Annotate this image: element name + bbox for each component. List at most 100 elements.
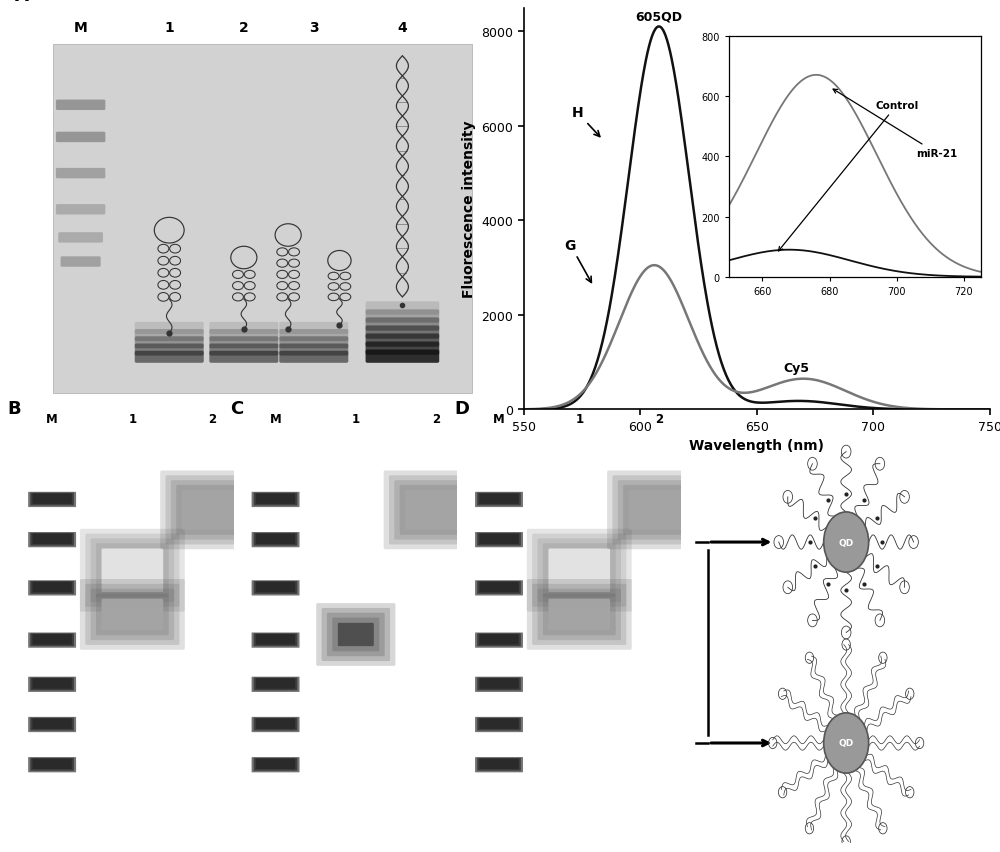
FancyBboxPatch shape xyxy=(256,494,295,504)
FancyBboxPatch shape xyxy=(252,532,300,548)
FancyBboxPatch shape xyxy=(96,544,169,597)
FancyBboxPatch shape xyxy=(135,351,204,363)
FancyBboxPatch shape xyxy=(475,717,523,732)
FancyBboxPatch shape xyxy=(80,579,185,650)
Text: 1: 1 xyxy=(575,413,583,426)
FancyBboxPatch shape xyxy=(254,634,297,647)
FancyBboxPatch shape xyxy=(56,133,105,143)
FancyBboxPatch shape xyxy=(366,334,439,348)
Text: QD: QD xyxy=(839,538,854,547)
FancyBboxPatch shape xyxy=(405,491,467,530)
FancyBboxPatch shape xyxy=(327,613,385,656)
FancyBboxPatch shape xyxy=(30,677,74,690)
FancyBboxPatch shape xyxy=(612,475,707,544)
FancyBboxPatch shape xyxy=(548,599,610,630)
FancyBboxPatch shape xyxy=(477,758,521,771)
Text: Cy5: Cy5 xyxy=(783,361,809,374)
FancyBboxPatch shape xyxy=(532,534,626,607)
FancyBboxPatch shape xyxy=(53,44,472,394)
FancyBboxPatch shape xyxy=(182,491,243,530)
FancyBboxPatch shape xyxy=(28,757,76,773)
FancyBboxPatch shape xyxy=(32,582,72,593)
Text: B: B xyxy=(7,400,21,418)
FancyBboxPatch shape xyxy=(366,350,439,363)
FancyBboxPatch shape xyxy=(91,538,174,602)
FancyBboxPatch shape xyxy=(618,481,701,540)
FancyBboxPatch shape xyxy=(475,633,523,648)
FancyBboxPatch shape xyxy=(475,676,523,692)
FancyBboxPatch shape xyxy=(400,486,472,535)
FancyBboxPatch shape xyxy=(384,471,489,550)
Text: Cy5: Cy5 xyxy=(254,458,280,471)
FancyBboxPatch shape xyxy=(102,549,163,592)
Text: C: C xyxy=(231,400,244,418)
FancyBboxPatch shape xyxy=(256,718,295,729)
Text: 1: 1 xyxy=(164,20,174,35)
Text: H: H xyxy=(571,106,600,137)
FancyBboxPatch shape xyxy=(176,486,249,535)
FancyBboxPatch shape xyxy=(338,623,374,647)
FancyBboxPatch shape xyxy=(30,581,74,594)
FancyBboxPatch shape xyxy=(479,582,519,593)
FancyBboxPatch shape xyxy=(252,757,300,773)
FancyBboxPatch shape xyxy=(135,337,204,349)
FancyBboxPatch shape xyxy=(527,579,632,650)
FancyBboxPatch shape xyxy=(252,492,300,508)
FancyBboxPatch shape xyxy=(322,608,390,661)
FancyBboxPatch shape xyxy=(543,594,616,636)
FancyBboxPatch shape xyxy=(30,493,74,506)
FancyBboxPatch shape xyxy=(32,718,72,729)
FancyBboxPatch shape xyxy=(366,318,439,331)
FancyBboxPatch shape xyxy=(254,758,297,771)
FancyBboxPatch shape xyxy=(28,492,76,508)
FancyBboxPatch shape xyxy=(209,337,278,349)
FancyBboxPatch shape xyxy=(56,169,105,179)
Text: M: M xyxy=(270,413,281,426)
Circle shape xyxy=(824,713,869,774)
FancyBboxPatch shape xyxy=(28,633,76,648)
FancyBboxPatch shape xyxy=(30,533,74,546)
Text: Overlay: Overlay xyxy=(478,458,531,471)
FancyBboxPatch shape xyxy=(30,634,74,647)
FancyBboxPatch shape xyxy=(477,718,521,731)
FancyBboxPatch shape xyxy=(28,676,76,692)
FancyBboxPatch shape xyxy=(279,322,348,335)
FancyBboxPatch shape xyxy=(477,634,521,647)
FancyBboxPatch shape xyxy=(256,678,295,689)
FancyBboxPatch shape xyxy=(135,344,204,356)
FancyBboxPatch shape xyxy=(61,257,101,268)
FancyBboxPatch shape xyxy=(80,529,185,612)
FancyBboxPatch shape xyxy=(479,494,519,504)
FancyBboxPatch shape xyxy=(135,330,204,342)
FancyBboxPatch shape xyxy=(252,717,300,732)
FancyBboxPatch shape xyxy=(527,529,632,612)
FancyBboxPatch shape xyxy=(28,532,76,548)
FancyBboxPatch shape xyxy=(479,635,519,645)
FancyBboxPatch shape xyxy=(279,337,348,349)
FancyBboxPatch shape xyxy=(32,534,72,544)
FancyBboxPatch shape xyxy=(475,580,523,596)
FancyBboxPatch shape xyxy=(30,758,74,771)
FancyBboxPatch shape xyxy=(254,533,297,546)
Text: 2: 2 xyxy=(655,413,664,426)
FancyBboxPatch shape xyxy=(209,330,278,342)
FancyBboxPatch shape xyxy=(209,351,278,363)
FancyBboxPatch shape xyxy=(32,759,72,769)
FancyBboxPatch shape xyxy=(394,481,478,540)
FancyBboxPatch shape xyxy=(477,533,521,546)
Text: 1: 1 xyxy=(128,413,136,426)
FancyBboxPatch shape xyxy=(135,322,204,335)
FancyBboxPatch shape xyxy=(607,471,712,550)
Text: QD: QD xyxy=(839,739,854,747)
Text: 4: 4 xyxy=(398,20,407,35)
FancyBboxPatch shape xyxy=(279,351,348,363)
FancyBboxPatch shape xyxy=(28,580,76,596)
FancyBboxPatch shape xyxy=(256,759,295,769)
FancyBboxPatch shape xyxy=(209,344,278,356)
Text: G: G xyxy=(565,239,591,283)
FancyBboxPatch shape xyxy=(479,759,519,769)
FancyBboxPatch shape xyxy=(252,580,300,596)
FancyBboxPatch shape xyxy=(254,493,297,506)
FancyBboxPatch shape xyxy=(85,534,179,607)
FancyBboxPatch shape xyxy=(532,584,626,645)
